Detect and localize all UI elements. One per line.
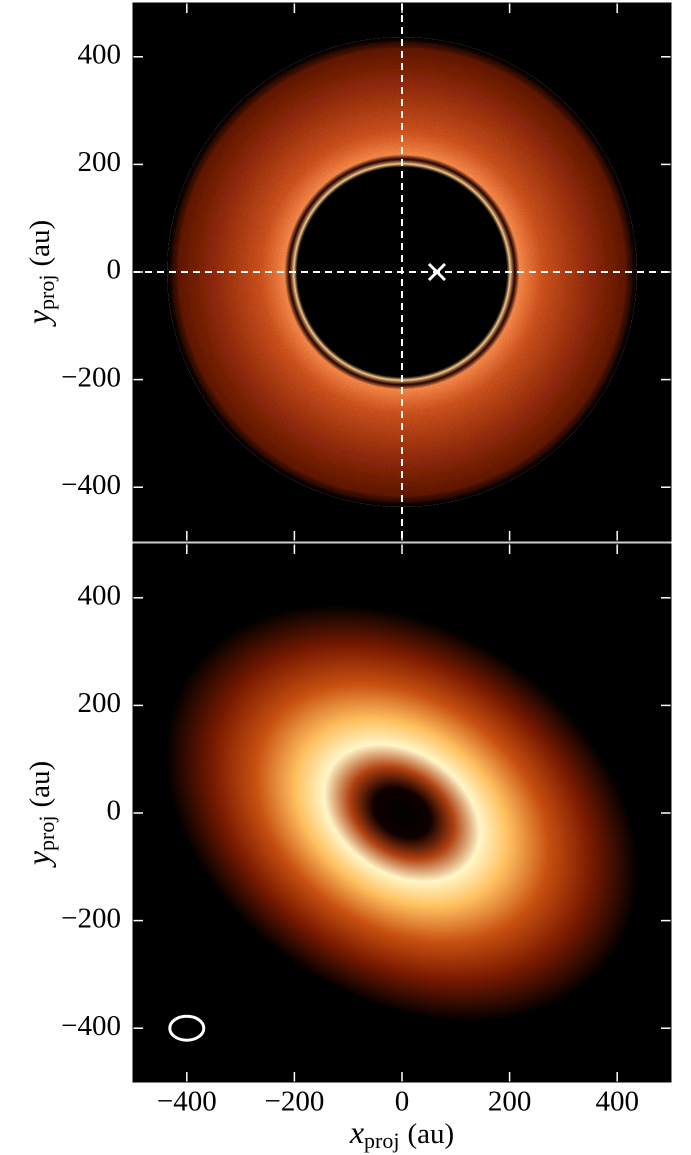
axis-label-unit: (au) bbox=[407, 1118, 454, 1150]
axis-label-symbol: y bbox=[20, 850, 56, 868]
y-tick-label: 200 bbox=[78, 146, 122, 178]
figure: −400−2000200400yproj(au)−400−2000200400−… bbox=[0, 0, 691, 1155]
y-tick-label: 0 bbox=[107, 254, 122, 286]
y-tick-label: 0 bbox=[107, 795, 122, 827]
x-tick-label: 200 bbox=[488, 1086, 532, 1118]
axis-label-subscript: proj bbox=[34, 275, 59, 310]
y-tick-label: −400 bbox=[61, 469, 121, 501]
page: {"chart_data": [ {"type": "image", "ylab… bbox=[0, 0, 691, 1155]
x-tick-label: −200 bbox=[264, 1086, 324, 1118]
y-tick-label: −200 bbox=[61, 902, 121, 934]
x-tick-label: −400 bbox=[157, 1086, 217, 1118]
axis-label: yproj (au) bbox=[20, 220, 59, 327]
x-tick-label: 400 bbox=[595, 1086, 639, 1118]
y-tick-label: −400 bbox=[61, 1010, 121, 1042]
y-tick-label: 200 bbox=[78, 687, 122, 719]
y-tick-label: −200 bbox=[61, 361, 121, 393]
axis-label-unit: (au) bbox=[24, 220, 56, 267]
axis-label: yproj (au) bbox=[20, 761, 59, 868]
axis-label-subscript: proj bbox=[34, 816, 59, 851]
axis-label-symbol: x bbox=[349, 1114, 364, 1150]
axis-label-subscript: proj bbox=[364, 1128, 399, 1153]
axis-label-unit: (au) bbox=[24, 761, 56, 808]
y-tick-label: 400 bbox=[78, 579, 122, 611]
y-tick-label: 400 bbox=[78, 38, 122, 70]
axis-label-symbol: y bbox=[20, 309, 56, 327]
axis-label: xproj (au) bbox=[349, 1114, 454, 1153]
x-tick-label: 0 bbox=[395, 1086, 410, 1118]
